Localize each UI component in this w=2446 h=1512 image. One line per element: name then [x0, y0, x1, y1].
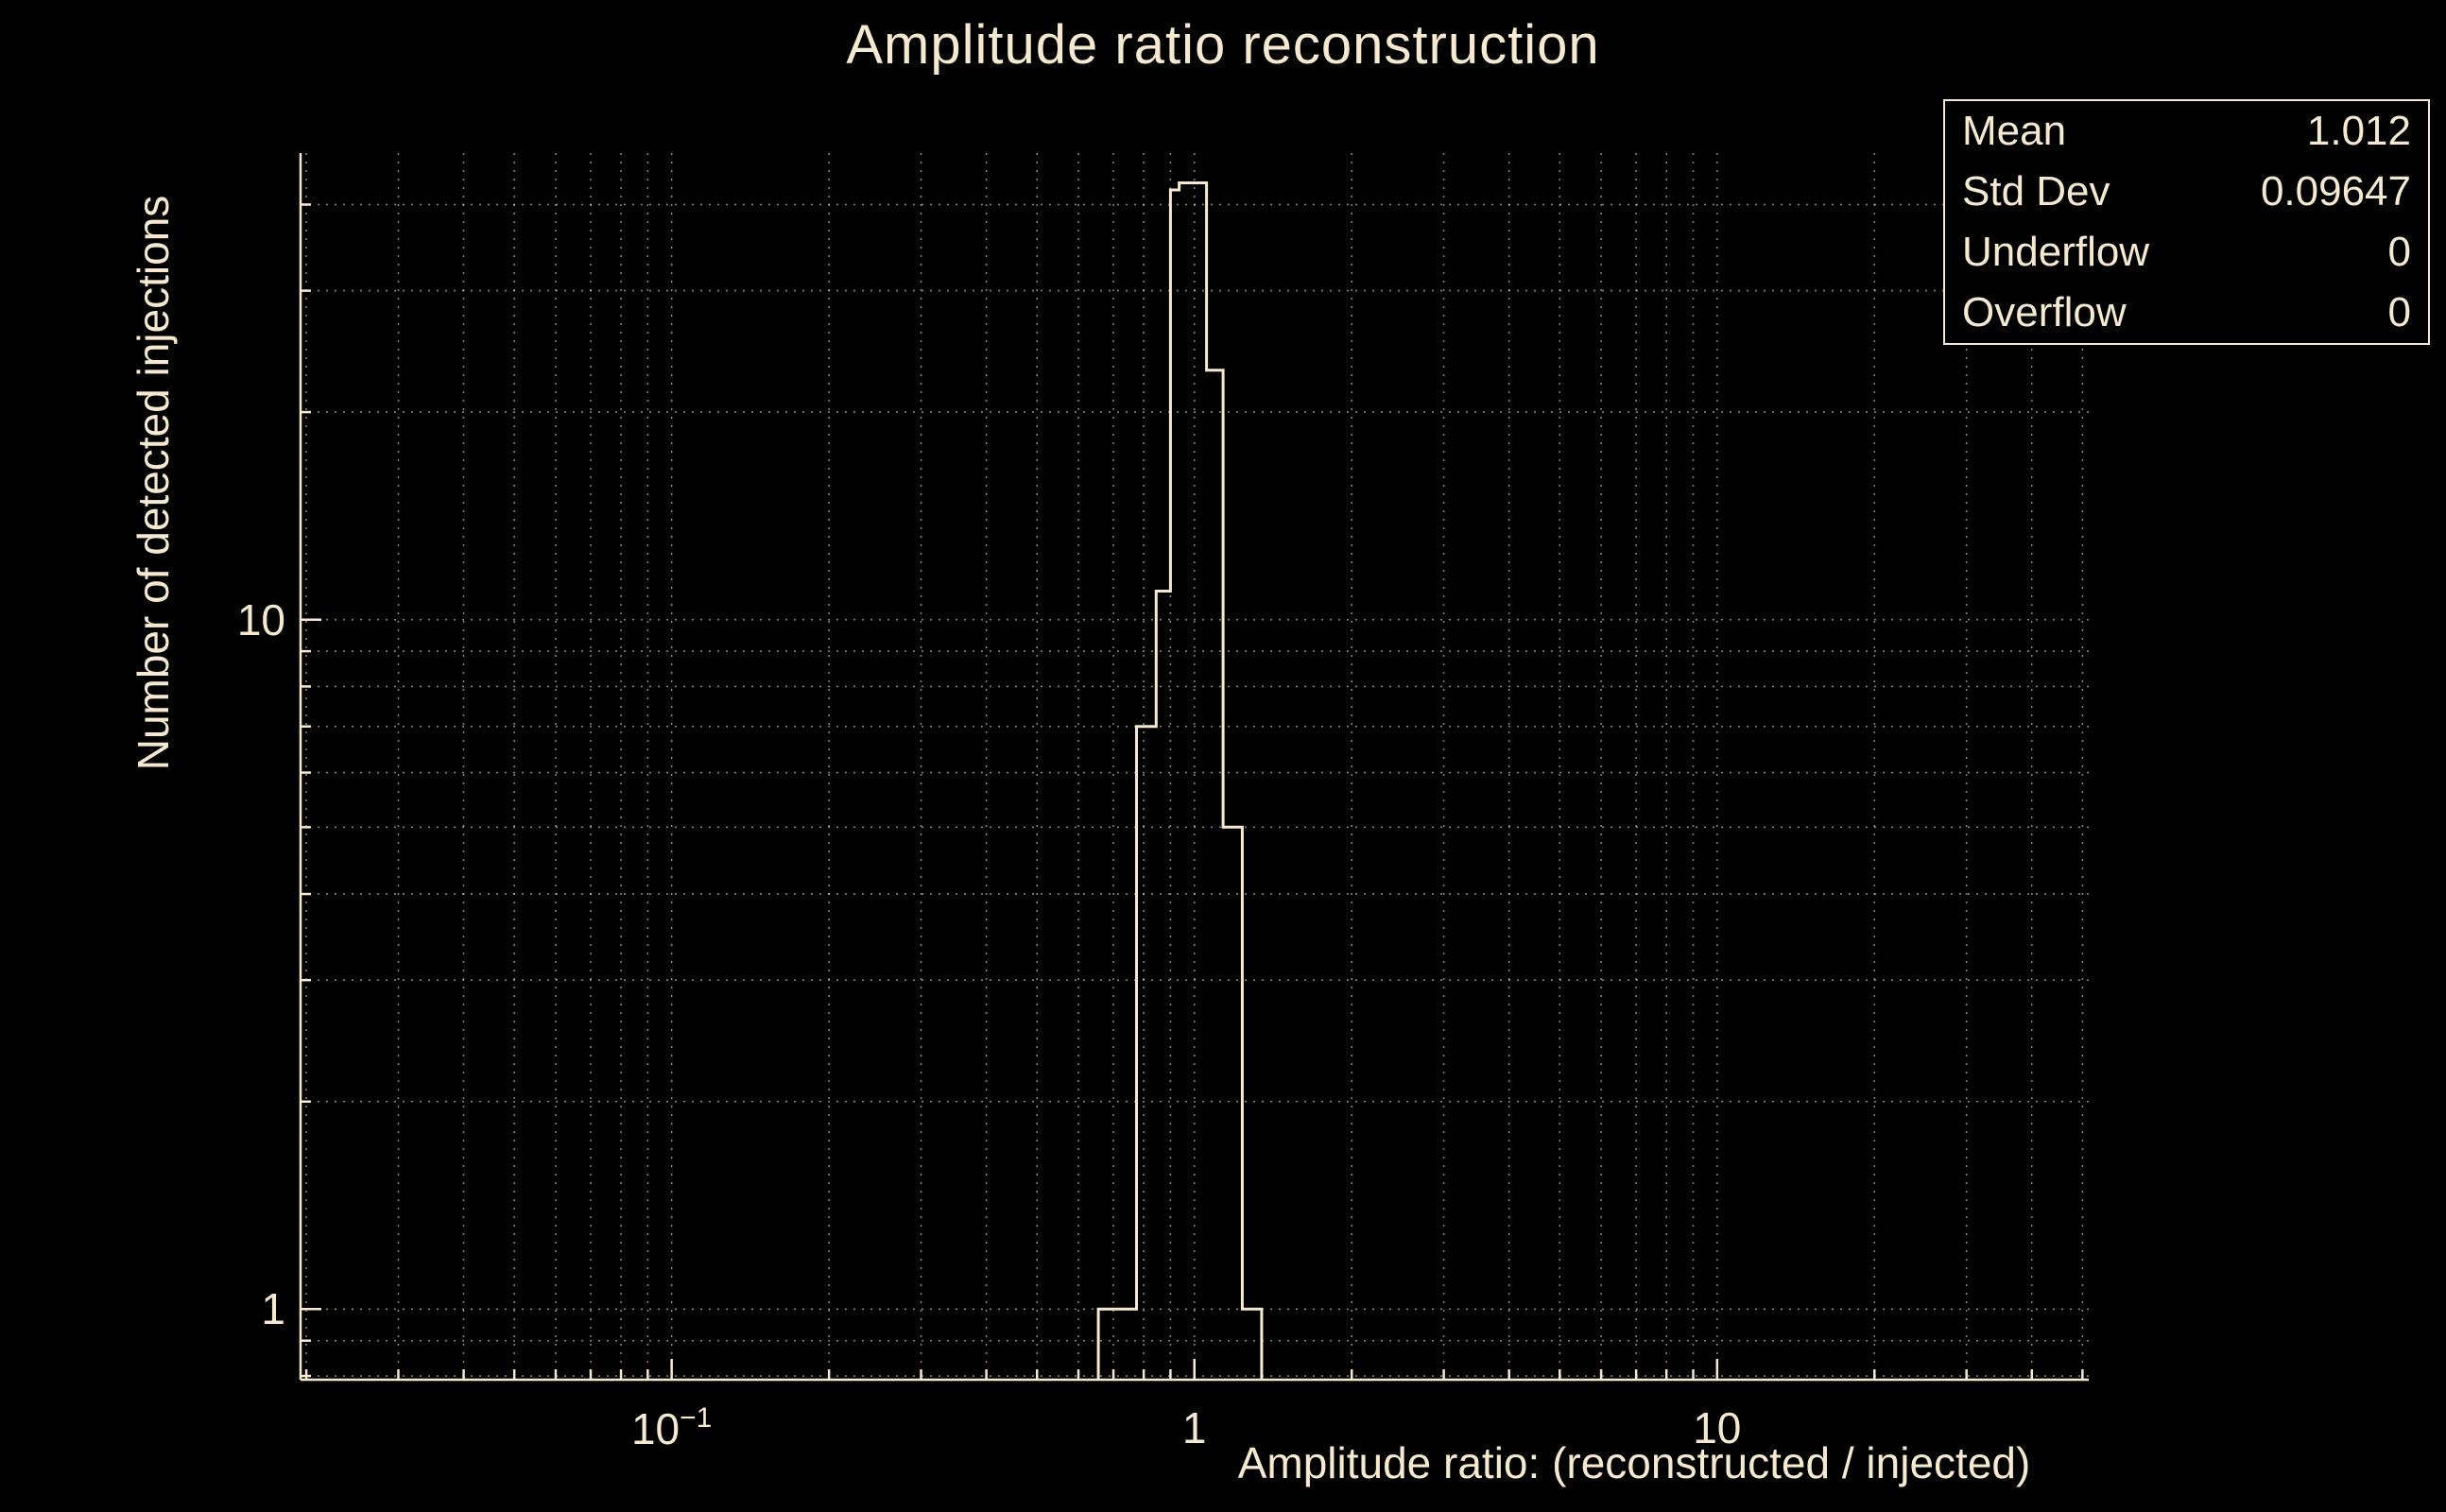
x-tick-label: 10−1 [630, 1402, 713, 1453]
chart-title: Amplitude ratio reconstruction [846, 14, 1600, 76]
stat-label: Overflow [1962, 289, 2127, 335]
stat-value: 0 [2387, 289, 2411, 335]
stat-row-stddev: Std Dev 0.09647 [1945, 163, 2428, 221]
y-tick-label: 1 [261, 1284, 285, 1334]
stat-label: Underflow [1962, 229, 2150, 275]
stats-box: Mean 1.012 Std Dev 0.09647 Underflow 0 O… [1943, 99, 2430, 345]
stat-row-underflow: Underflow 0 [1945, 223, 2428, 282]
stat-row-mean: Mean 1.012 [1945, 102, 2428, 161]
stat-label: Mean [1962, 108, 2067, 154]
x-tick-label: 10 [1693, 1403, 1742, 1452]
stat-label: Std Dev [1962, 168, 2110, 215]
histogram-step-line [1096, 181, 1264, 1380]
stat-row-overflow: Overflow 0 [1945, 284, 2428, 342]
x-axis-title: Amplitude ratio: (reconstructed / inject… [1237, 1438, 2031, 1487]
stat-value: 1.012 [2306, 108, 2411, 154]
stat-value: 0.09647 [2260, 168, 2411, 215]
stat-value: 0 [2387, 229, 2411, 275]
y-tick-label: 10 [236, 594, 285, 644]
x-tick-label: 1 [1181, 1403, 1207, 1452]
